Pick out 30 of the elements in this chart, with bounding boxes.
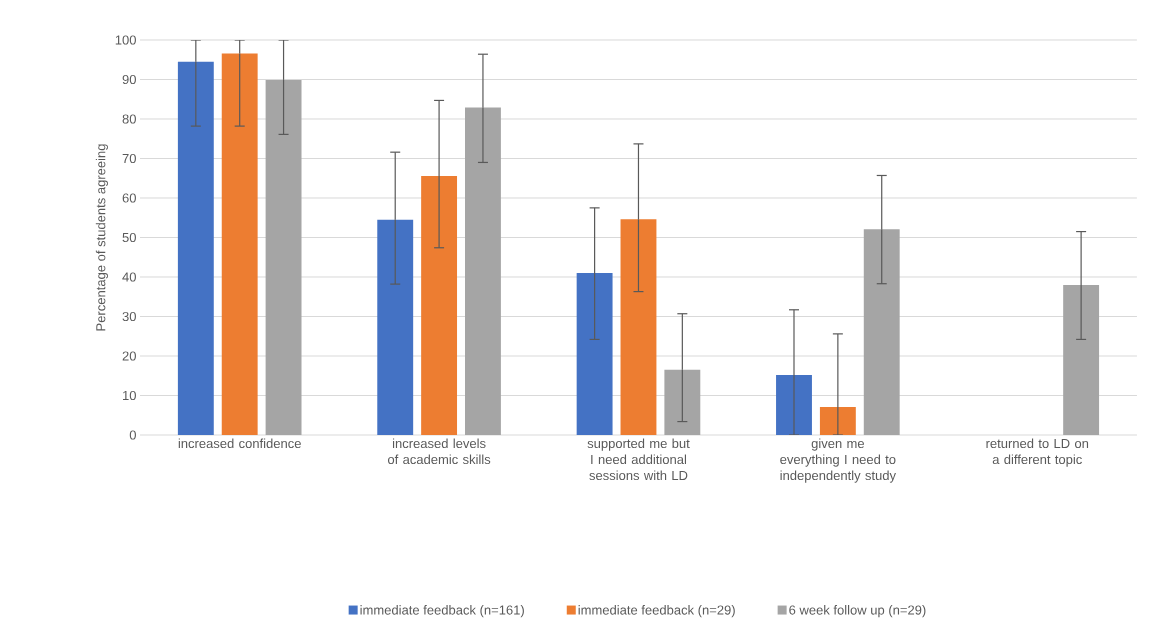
bar <box>265 79 302 435</box>
y-tick-label: 0 <box>129 430 136 440</box>
y-tick-label: 20 <box>122 351 136 361</box>
bar <box>421 175 458 435</box>
bar <box>576 273 613 435</box>
x-tick-label: returned to LD on a different topic <box>986 438 1089 467</box>
bar <box>863 229 900 435</box>
bar <box>1063 284 1100 435</box>
legend-label: immediate feedback (n=161) <box>360 605 524 618</box>
x-tick-label: increased confidence <box>178 438 301 449</box>
bar <box>177 61 214 435</box>
y-tick-label: 30 <box>122 311 136 322</box>
y-tick-label: 10 <box>123 390 136 401</box>
bar <box>465 107 501 435</box>
legend-label: immediate feedback (n=29) <box>578 605 735 618</box>
bar <box>221 53 258 435</box>
y-tick-label: 80 <box>122 114 136 124</box>
legend-label: 6 week follow up (n=29) <box>789 605 926 618</box>
bar <box>620 219 657 435</box>
y-tick-label: 40 <box>122 272 136 282</box>
y-axis-title: Percentage of students agreeing <box>95 144 108 331</box>
y-tick-label: 50 <box>122 232 136 243</box>
y-tick-label: 100 <box>115 35 136 45</box>
x-tick-label: given me everything I need to independently study <box>780 438 896 483</box>
y-tick-label: 90 <box>122 74 136 85</box>
y-tick-label: 60 <box>122 193 136 203</box>
y-tick-label: 70 <box>122 153 136 164</box>
x-tick-label: supported me but I need additional sessions with LD <box>587 438 690 481</box>
x-tick-label: increased levels of academic skills <box>387 438 491 465</box>
bar <box>377 219 414 435</box>
